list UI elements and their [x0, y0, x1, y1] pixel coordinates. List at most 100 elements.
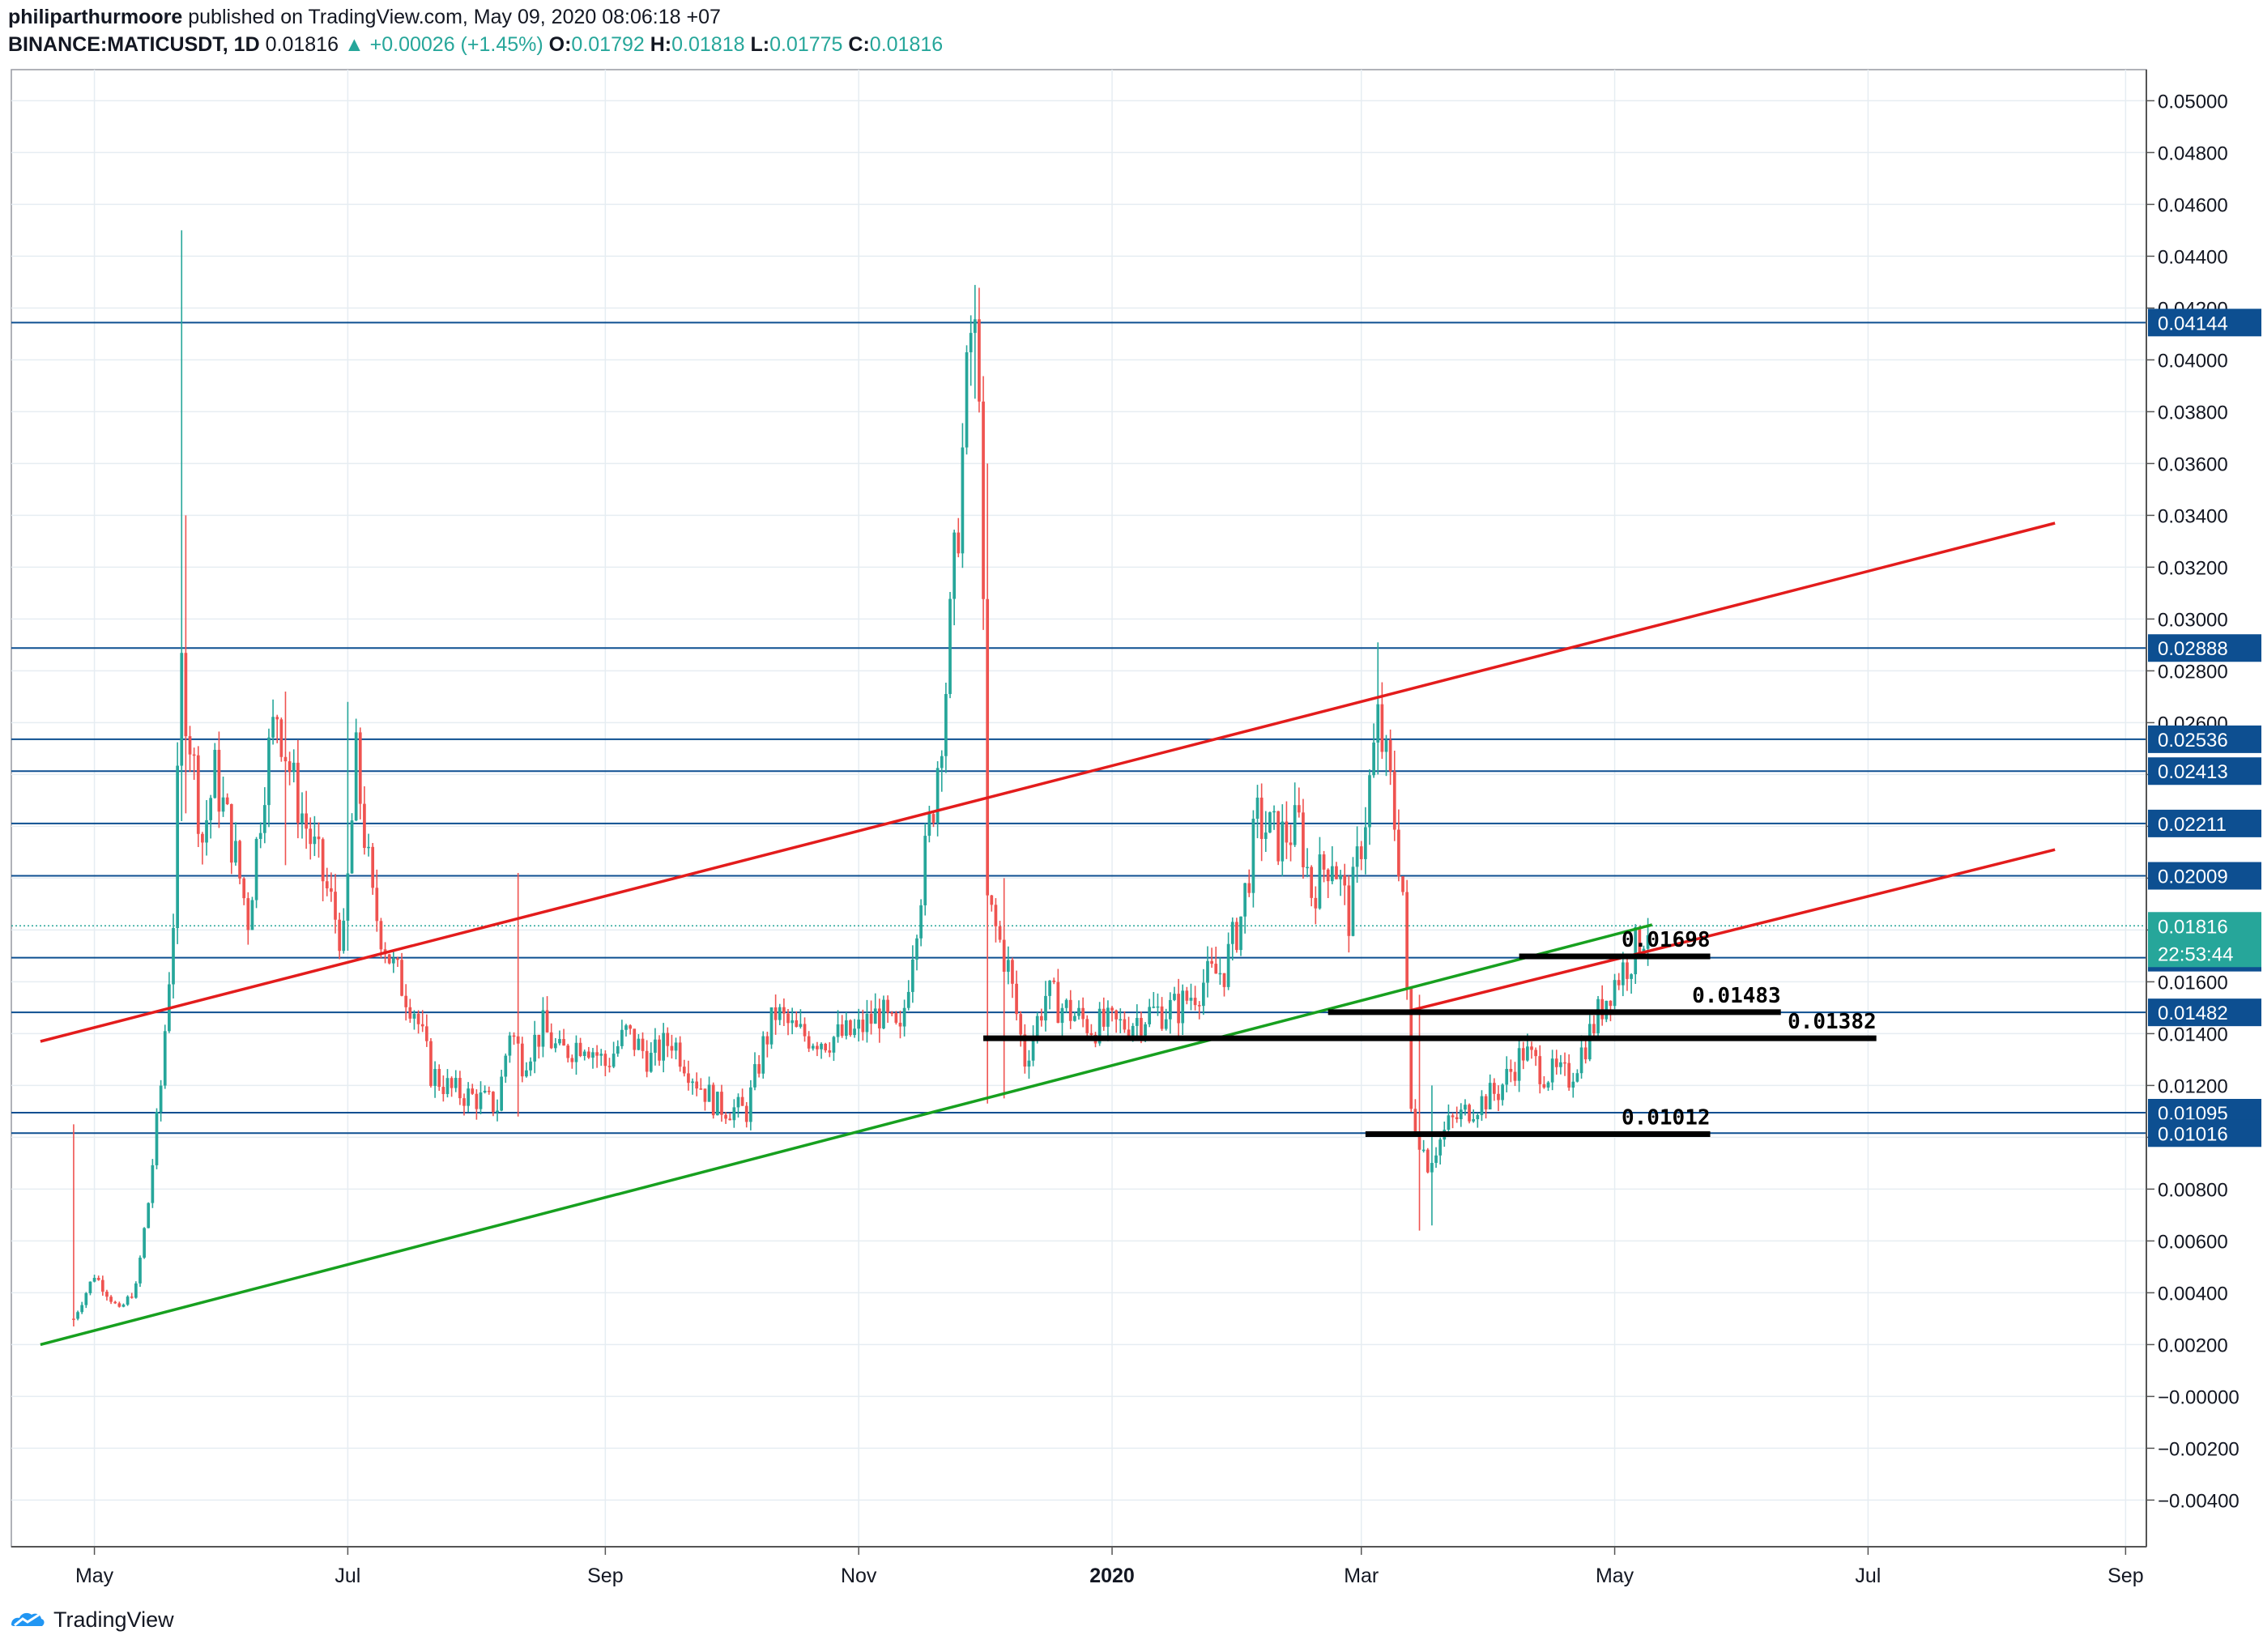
candle-body [582, 1051, 586, 1057]
candle-body [1264, 832, 1268, 839]
candle-body [761, 1036, 765, 1074]
candle-body [857, 1020, 861, 1029]
candle-body [537, 1034, 541, 1047]
candle-body [350, 820, 354, 874]
publish-info: philiparthurmoore published on TradingVi… [8, 3, 943, 31]
candle-body [799, 1024, 803, 1028]
candle-body [387, 954, 391, 964]
candle-body [1230, 922, 1234, 944]
candle-body [209, 798, 213, 820]
candle-body [816, 1045, 819, 1050]
candle-body [749, 1087, 752, 1122]
candle-body [1019, 1014, 1023, 1035]
candle-body [1600, 998, 1605, 1020]
candle-body [309, 828, 313, 845]
candle-body [1634, 926, 1638, 975]
chart-header: philiparthurmoore published on TradingVi… [8, 3, 943, 58]
candle-body [1322, 854, 1326, 870]
candle-body [283, 756, 288, 762]
candle-body [1097, 1008, 1102, 1044]
candle-body [420, 1024, 424, 1027]
y-tick-label: 0.01200 [2158, 1075, 2228, 1097]
candle-body [957, 532, 961, 554]
candle-body [1177, 994, 1180, 1024]
candle-body [944, 694, 948, 756]
candle-body [1583, 1047, 1588, 1060]
candle-body [1039, 1015, 1043, 1021]
candle-body [1293, 805, 1297, 845]
candle-body [321, 839, 325, 882]
trendlines[interactable] [40, 522, 2056, 1347]
price-label: 0.02009 [2158, 866, 2228, 888]
candle-body [201, 833, 204, 843]
candle-body [1127, 1029, 1131, 1037]
candle-body [1193, 998, 1197, 1006]
candle-body [736, 1096, 740, 1108]
candle-body [786, 1013, 790, 1024]
y-tick-label: 0.04400 [2158, 246, 2228, 268]
candle-body [637, 1038, 641, 1050]
y-tick-label: −0.00400 [2158, 1490, 2240, 1512]
x-tick-label: Mar [1344, 1565, 1379, 1587]
candle-body [1567, 1062, 1570, 1088]
candle-body [483, 1090, 487, 1093]
candle-body [1239, 916, 1242, 951]
candle-body [682, 1067, 686, 1074]
candle-body [558, 1039, 561, 1044]
candle-body [88, 1281, 92, 1293]
candle-body [412, 1013, 416, 1019]
candle-body [500, 1076, 503, 1111]
candle-body [367, 846, 370, 849]
candle-body [1426, 1149, 1430, 1173]
candle-body [820, 1043, 823, 1050]
author-name[interactable]: philiparthurmoore [8, 6, 183, 28]
candle-body [250, 900, 254, 930]
tradingview-footer[interactable]: TradingView [10, 1607, 174, 1633]
candle-body [172, 927, 175, 985]
candle-body [1413, 1109, 1417, 1134]
close-label: C: [848, 33, 870, 56]
candle-body [134, 1283, 138, 1298]
candle-body [948, 598, 952, 695]
candle-body [703, 1088, 707, 1102]
candle-body [965, 352, 969, 448]
candle-body [1646, 935, 1650, 949]
y-tick-label: 0.04800 [2158, 143, 2228, 164]
candle-body [1347, 885, 1351, 936]
candle-body [1613, 980, 1617, 1007]
candle-body [795, 1020, 799, 1028]
candle-body [184, 653, 188, 737]
candle-body [861, 1020, 865, 1032]
candle-body [1554, 1058, 1558, 1067]
price-levels[interactable]: 0.01698 0.01483 0.01382 0.01012 [983, 928, 1877, 1138]
candle-body [1405, 892, 1409, 989]
candle-body [633, 1028, 637, 1050]
candle-body [441, 1087, 445, 1095]
candle-body [450, 1078, 454, 1088]
candle-body [832, 1037, 836, 1053]
candle-body [487, 1090, 491, 1092]
candle-body [1534, 1050, 1537, 1057]
x-tick-label: May [1596, 1565, 1634, 1587]
candle-body [1563, 1062, 1566, 1064]
candle-body [1027, 1060, 1031, 1067]
candle-body [624, 1025, 628, 1030]
candle-body [1081, 1007, 1085, 1020]
close-value: 0.01816 [869, 33, 944, 56]
y-tick-label: 0.03400 [2158, 505, 2228, 527]
candle-body [1302, 812, 1305, 867]
candle-body [711, 1084, 715, 1116]
candle-body [769, 1007, 774, 1045]
candle-body [1526, 1046, 1529, 1061]
candle-body [1272, 811, 1276, 813]
candle-body [607, 1066, 612, 1067]
candle-body [1035, 1015, 1039, 1037]
candle-body [1064, 999, 1068, 1008]
candle-body [1351, 866, 1355, 936]
candle-body [1380, 704, 1384, 752]
y-tick-label: 0.00600 [2158, 1231, 2228, 1253]
candle-body [479, 1092, 483, 1109]
candle-body [1621, 962, 1625, 986]
symbol-name[interactable]: BINANCE:MATICUSDT, 1D [8, 33, 260, 56]
